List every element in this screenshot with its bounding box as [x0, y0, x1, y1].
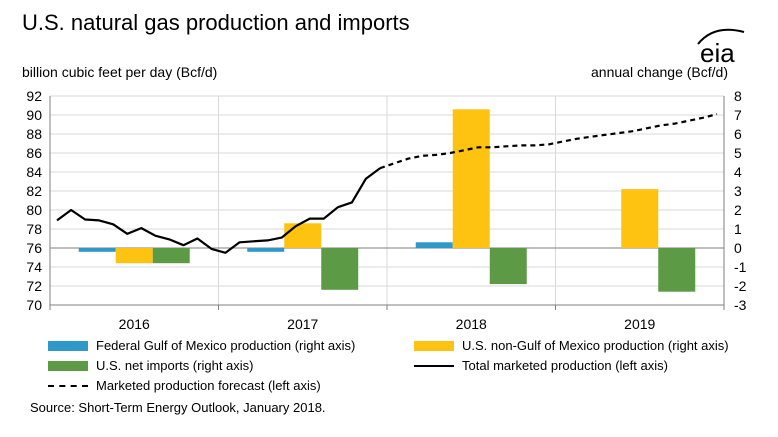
left-tick-label: 72: [26, 278, 42, 294]
total-production-line: [56, 167, 381, 254]
legend-swatch-total: [414, 364, 454, 367]
left-tick-label: 70: [26, 297, 42, 313]
right-tick-label: 7: [734, 107, 742, 123]
right-tick-label: 4: [734, 164, 742, 180]
bar-gom: [247, 248, 285, 252]
left-tick-label: 86: [26, 145, 42, 161]
logo-arc: [697, 28, 745, 45]
left-axis-unit: billion cubic feet per day (Bcf/d): [22, 64, 218, 80]
right-tick-label: 6: [734, 126, 742, 142]
legend-label-gom: Federal Gulf of Mexico production (right…: [96, 338, 356, 353]
logo-text: eia: [700, 38, 735, 68]
bar-nongom: [115, 248, 153, 264]
left-tick-label: 78: [26, 221, 42, 237]
bar-nongom: [284, 223, 322, 248]
right-tick-label: 8: [734, 88, 742, 104]
right-tick-label: -3: [734, 297, 747, 313]
legend-label-total: Total marketed production (left axis): [462, 358, 668, 373]
right-tick-label: -1: [734, 259, 747, 275]
legend-item-gom: Federal Gulf of Mexico production (right…: [48, 338, 355, 353]
legend-swatch-forecast: [48, 384, 88, 387]
legend-item-forecast: Marketed production forecast (left axis): [48, 378, 321, 393]
left-tick-label: 84: [26, 164, 42, 180]
bar-imports: [658, 248, 696, 292]
legend-label-forecast: Marketed production forecast (left axis): [96, 378, 321, 393]
bar-imports: [152, 248, 190, 264]
category-label: 2016: [119, 316, 150, 332]
category-label: 2019: [624, 316, 655, 332]
forecast-line: [379, 113, 718, 170]
source-note: Source: Short-Term Energy Outlook, Janua…: [30, 400, 326, 415]
bar-imports: [321, 248, 359, 290]
right-axis-unit: annual change (Bcf/d): [591, 64, 728, 80]
legend-label-imports: U.S. net imports (right axis): [96, 358, 254, 373]
bar-imports: [489, 248, 527, 285]
right-tick-label: 0: [734, 240, 742, 256]
legend-label-nongom: U.S. non-Gulf of Mexico production (righ…: [462, 338, 729, 353]
chart-title: U.S. natural gas production and imports: [22, 10, 410, 35]
bar-nongom: [452, 109, 490, 248]
right-tick-label: 1: [734, 221, 742, 237]
right-tick-label: 2: [734, 202, 742, 218]
legend-item-nongom: U.S. non-Gulf of Mexico production (righ…: [414, 338, 729, 353]
right-tick-label: -2: [734, 278, 747, 294]
left-tick-label: 80: [26, 202, 42, 218]
left-tick-label: 88: [26, 126, 42, 142]
left-tick-label: 90: [26, 107, 42, 123]
bar-gom: [415, 242, 453, 248]
category-label: 2017: [287, 316, 318, 332]
eia-logo: eia: [697, 28, 745, 68]
category-label: 2018: [456, 316, 487, 332]
right-tick-label: 5: [734, 145, 742, 161]
bar-nongom: [621, 189, 659, 248]
legend-swatch-nongom: [414, 340, 454, 351]
left-tick-label: 74: [26, 259, 42, 275]
left-tick-label: 92: [26, 88, 42, 104]
bar-gom: [78, 248, 116, 252]
legend-item-imports: U.S. net imports (right axis): [48, 358, 254, 373]
legend-swatch-imports: [48, 360, 88, 371]
legend-item-total: Total marketed production (left axis): [414, 358, 668, 373]
legend-swatch-gom: [48, 340, 88, 351]
right-tick-label: 3: [734, 183, 742, 199]
left-tick-label: 76: [26, 240, 42, 256]
left-tick-label: 82: [26, 183, 42, 199]
